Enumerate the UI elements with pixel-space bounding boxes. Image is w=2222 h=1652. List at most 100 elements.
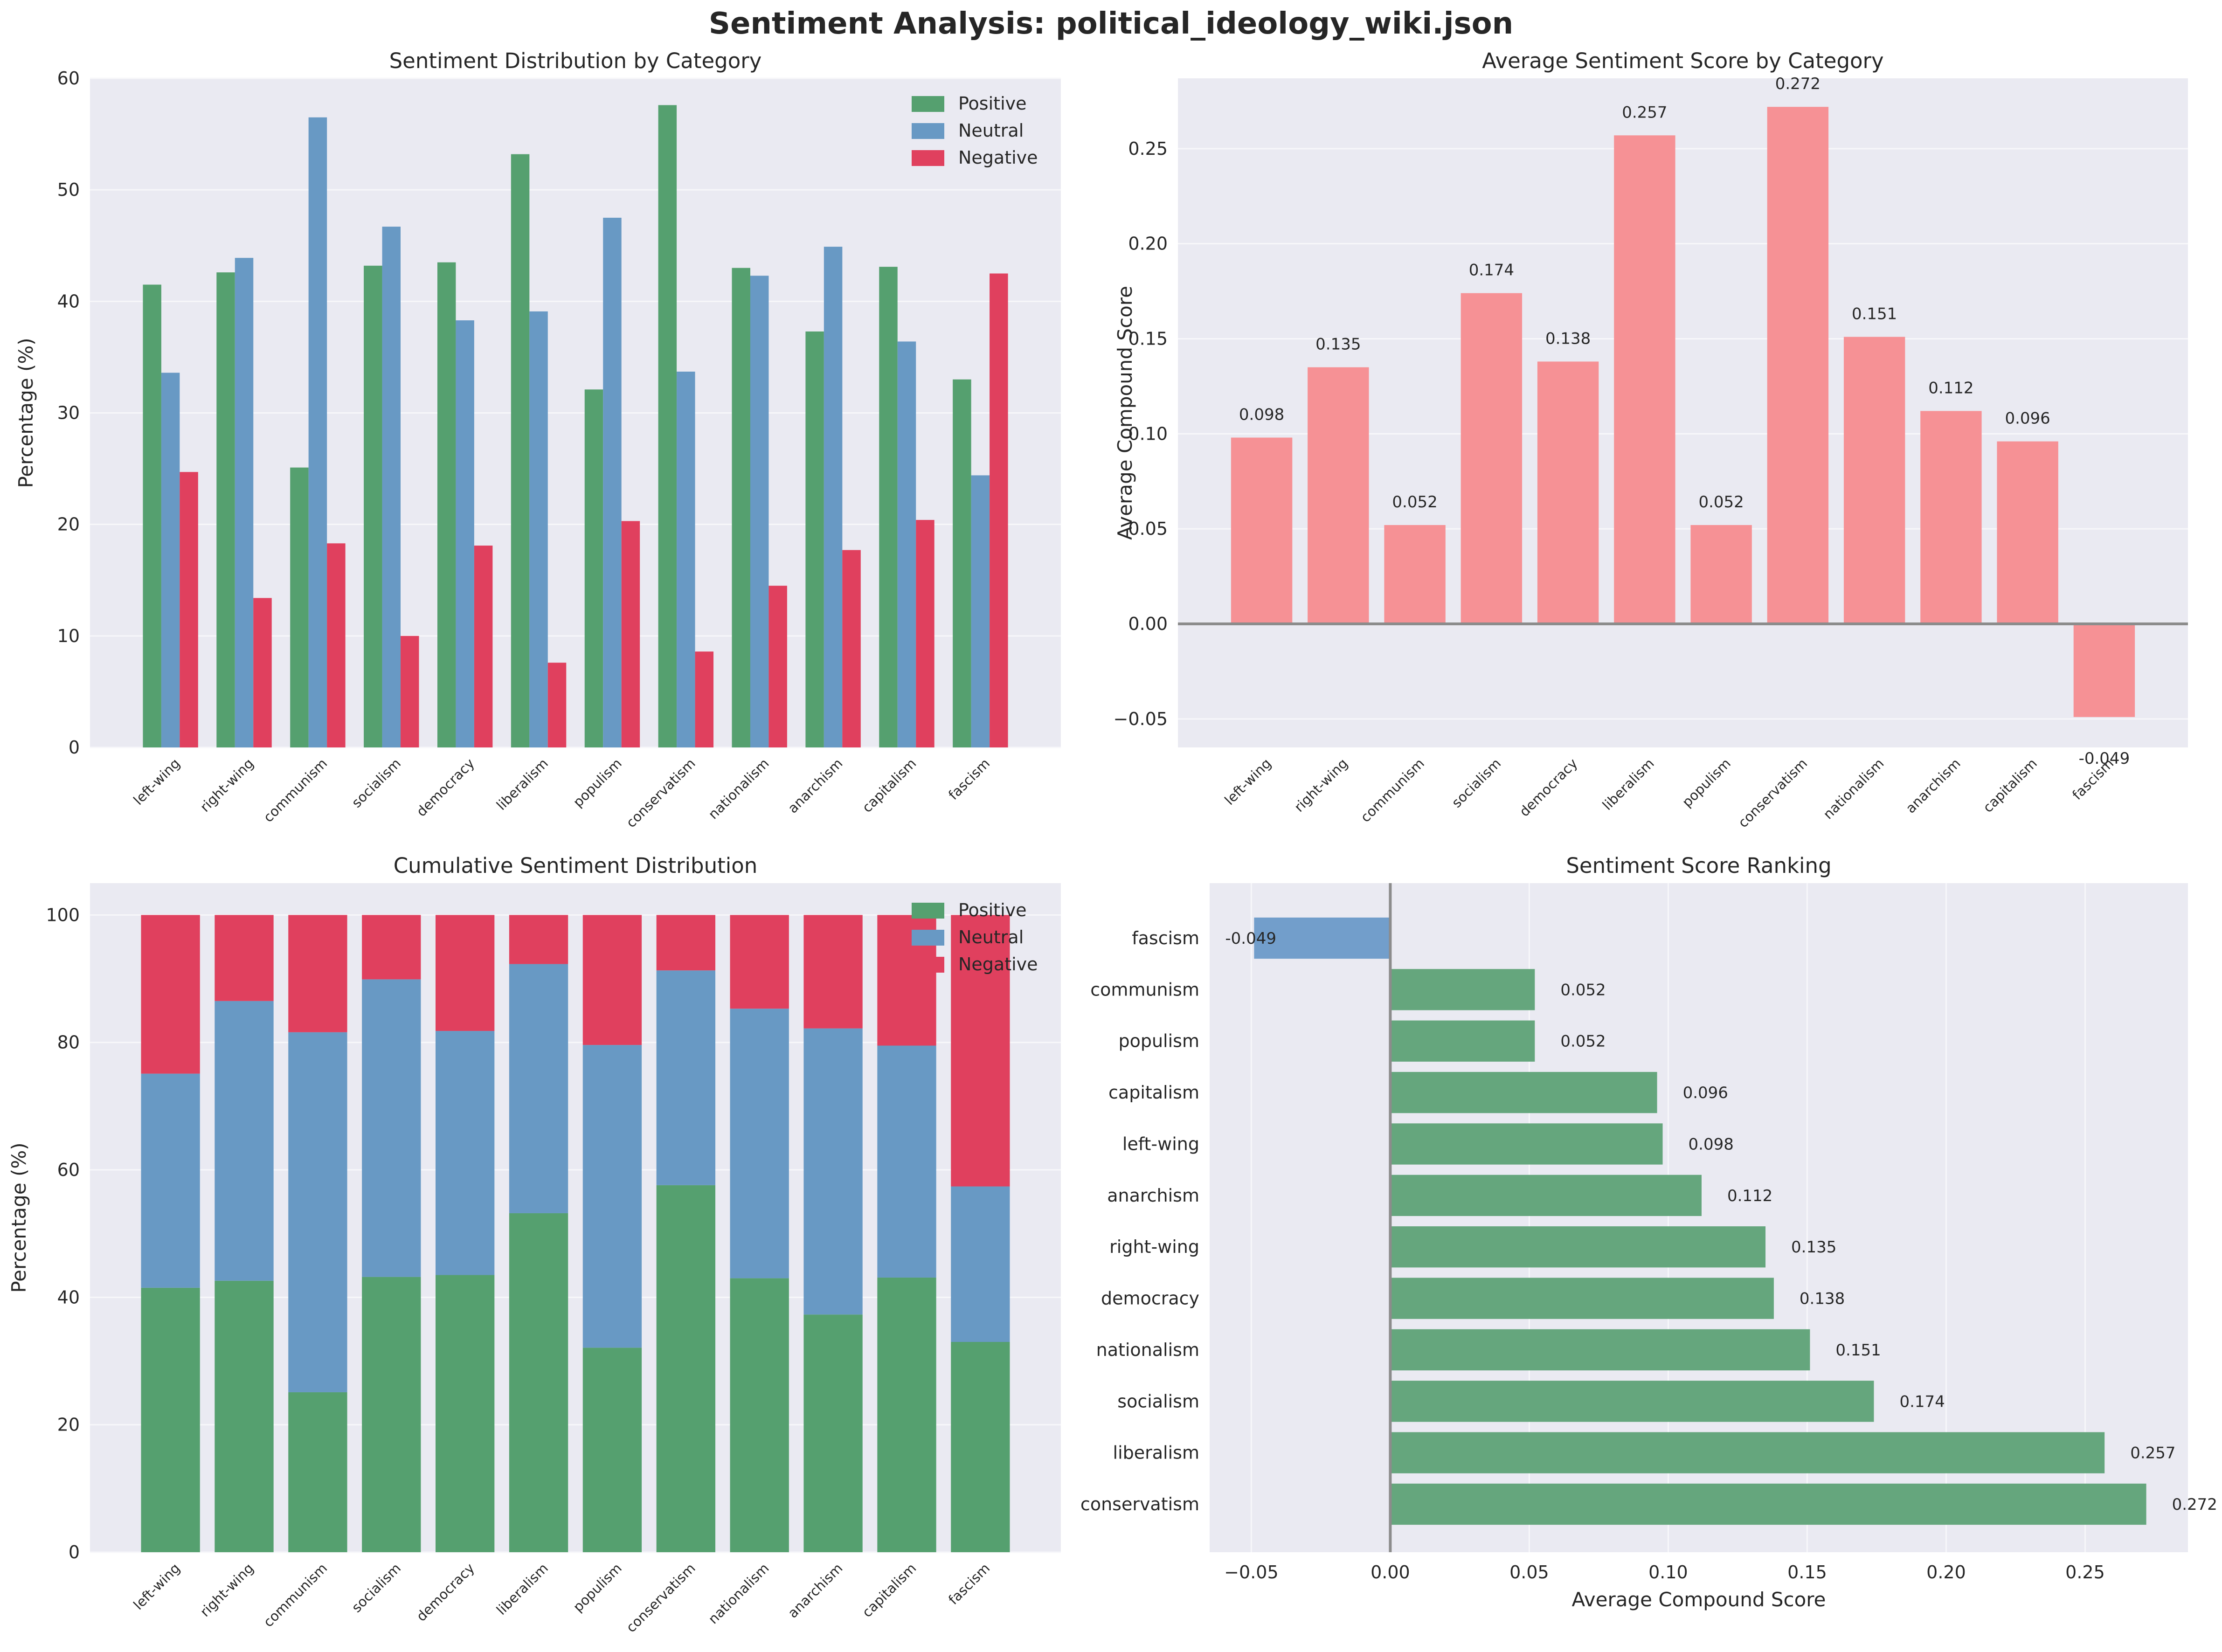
bar-negative <box>327 543 346 747</box>
x-tick-label: democracy <box>413 1560 478 1624</box>
y-tick-label: 0.00 <box>1128 614 1168 634</box>
bar-positive <box>362 1277 421 1552</box>
y-tick-label: 0.15 <box>1128 329 1168 349</box>
bar-negative <box>362 915 421 980</box>
bar-negative <box>288 915 347 1032</box>
bar-average <box>1843 337 1905 624</box>
legend-swatch <box>912 96 944 112</box>
y-tick-label: 80 <box>57 1032 80 1053</box>
bar-positive <box>658 105 677 747</box>
bar-negative <box>180 472 198 747</box>
data-label: 0.096 <box>2005 409 2050 428</box>
data-label: -0.049 <box>1225 929 1276 948</box>
y-tick-label: 100 <box>46 905 80 925</box>
x-tick-label: liberalism <box>1599 755 1657 813</box>
bar-ranking <box>1390 1329 1810 1371</box>
chart-title: Cumulative Sentiment Distribution <box>394 853 758 878</box>
y-tick-label: 0 <box>69 1542 80 1562</box>
data-label: 0.272 <box>2172 1495 2217 1514</box>
data-label: 0.052 <box>1560 1032 1606 1051</box>
y-tick-label: nationalism <box>1096 1340 1199 1360</box>
legend-label: Positive <box>958 900 1027 920</box>
bar-positive <box>877 1277 936 1552</box>
bar-ranking <box>1390 969 1535 1010</box>
y-tick-label: populism <box>1118 1031 1199 1051</box>
data-label: 0.052 <box>1698 493 1744 511</box>
legend-swatch <box>912 957 944 973</box>
x-tick-label: −0.05 <box>1224 1562 1278 1583</box>
chart-title: Sentiment Score Ranking <box>1566 853 1831 878</box>
x-tick-label: left-wing <box>1221 755 1274 808</box>
x-tick-label: 0.15 <box>1787 1562 1827 1583</box>
x-tick-label: capitalism <box>1980 755 2040 816</box>
legend-label: Neutral <box>958 927 1024 947</box>
bar-positive <box>511 154 530 748</box>
bar-ranking <box>1390 1123 1663 1165</box>
bar-ranking <box>1390 1432 2105 1473</box>
x-tick-label: right-wing <box>197 755 256 815</box>
x-tick-label: anarchism <box>1903 755 1964 816</box>
legend-swatch <box>912 123 944 139</box>
x-tick-label: populism <box>570 1560 625 1615</box>
data-label: 0.138 <box>1545 329 1591 348</box>
bar-neutral <box>308 117 327 747</box>
x-tick-label: populism <box>1679 755 1734 810</box>
y-tick-label: 0.20 <box>1128 234 1168 254</box>
y-tick-label: 30 <box>57 403 80 423</box>
data-label: 0.098 <box>1689 1135 1734 1154</box>
bar-neutral <box>141 1073 200 1288</box>
y-tick-label: communism <box>1090 979 1199 1000</box>
x-tick-label: 0.25 <box>2065 1562 2105 1583</box>
bar-negative <box>695 651 714 747</box>
bar-average <box>1767 107 1829 624</box>
y-axis-label: Percentage (%) <box>7 1142 30 1293</box>
y-tick-label: conservatism <box>1080 1494 1199 1514</box>
legend-swatch <box>912 930 944 946</box>
legend-label: Negative <box>958 147 1038 168</box>
data-label: 0.257 <box>1622 103 1667 122</box>
bar-neutral <box>824 247 843 748</box>
y-tick-label: liberalism <box>1113 1443 1199 1463</box>
y-tick-label: 20 <box>57 514 80 535</box>
bar-neutral <box>215 1001 274 1281</box>
x-tick-label: socialism <box>348 1560 404 1616</box>
x-tick-label: communism <box>260 755 330 825</box>
bar-neutral <box>436 1031 495 1275</box>
bar-positive <box>584 389 603 747</box>
bar-negative <box>656 915 715 971</box>
y-tick-label: socialism <box>1117 1391 1199 1411</box>
data-label: 0.138 <box>1800 1290 1845 1308</box>
data-label: 0.174 <box>1469 261 1514 280</box>
chart-cumulative-distribution: Cumulative Sentiment Distribution Percent… <box>7 853 1061 1636</box>
bar-average <box>1614 135 1675 624</box>
legend-swatch <box>912 903 944 919</box>
x-tick-label: liberalism <box>493 755 551 813</box>
bar-positive <box>216 272 235 747</box>
bar-negative <box>842 550 861 747</box>
x-tick-label: liberalism <box>493 1560 551 1618</box>
bar-positive <box>215 1280 274 1552</box>
x-tick-label: populism <box>570 755 625 810</box>
y-tick-label: −0.05 <box>1114 709 1168 729</box>
x-tick-label: 0.20 <box>1926 1562 1966 1583</box>
data-label: 0.052 <box>1392 493 1437 511</box>
y-tick-label: 60 <box>57 1160 80 1180</box>
bar-neutral <box>161 373 180 747</box>
bar-neutral <box>456 320 474 747</box>
bar-positive <box>509 1213 568 1552</box>
x-tick-label: communism <box>260 1560 330 1630</box>
bar-neutral <box>582 1045 642 1348</box>
bar-positive <box>732 268 750 748</box>
bar-average <box>1308 367 1369 624</box>
bar-average <box>1997 441 2058 624</box>
bar-neutral <box>677 372 695 747</box>
bar-neutral <box>235 258 254 747</box>
y-tick-label: 0.25 <box>1128 138 1168 159</box>
bar-negative <box>253 598 272 747</box>
x-tick-label: conservatism <box>623 1560 699 1636</box>
bar-neutral <box>603 217 622 747</box>
bar-positive <box>803 1314 863 1552</box>
x-tick-label: fascism <box>945 1560 993 1608</box>
x-tick-label: 0.00 <box>1371 1562 1410 1583</box>
y-tick-label: 40 <box>57 291 80 311</box>
